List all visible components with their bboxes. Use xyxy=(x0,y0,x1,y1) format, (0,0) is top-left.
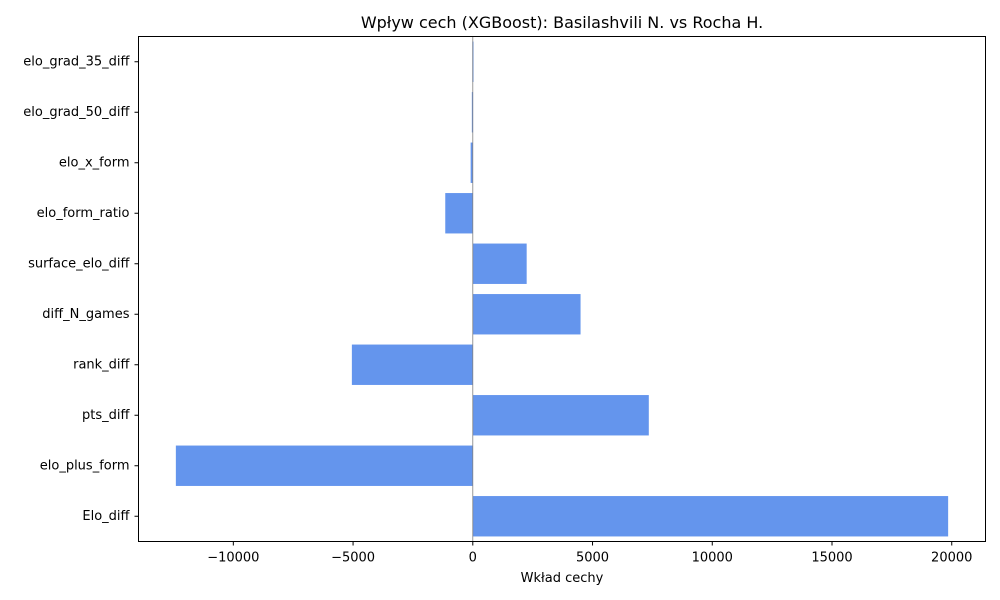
y-tick-label: rank_diff xyxy=(73,357,130,372)
bar-elo_form_ratio xyxy=(445,193,473,234)
bar-elo_plus_form xyxy=(175,445,473,486)
y-tick-label: elo_grad_50_diff xyxy=(23,105,130,120)
y-tick-label: elo_grad_35_diff xyxy=(23,54,130,69)
x-tick-label: 5000 xyxy=(576,551,609,566)
y-axis: Elo_diff elo_plus_form pts_diff rank_diff di… xyxy=(23,54,139,524)
bar-elo_x_form xyxy=(470,142,473,183)
x-tick-label: −5000 xyxy=(331,551,375,566)
bars-group xyxy=(175,41,949,537)
y-tick-label: elo_form_ratio xyxy=(37,206,130,221)
y-tick-label: elo_plus_form xyxy=(40,458,130,473)
x-tick-label: −10000 xyxy=(207,551,259,566)
x-tick-label: 20000 xyxy=(931,551,972,566)
y-tick-label: surface_elo_diff xyxy=(28,256,130,271)
plot-frame xyxy=(138,36,986,542)
y-tick-label: Elo_diff xyxy=(82,509,130,524)
x-tick-label: 0 xyxy=(469,551,477,566)
x-axis: −10000 −5000 0 5000 10000 15000 20000 xyxy=(207,541,972,566)
bar-pts_diff xyxy=(472,395,649,436)
bar-Elo_diff xyxy=(472,496,949,537)
x-tick-label: 15000 xyxy=(811,551,852,566)
bar-rank_diff xyxy=(351,344,473,385)
chart-title: Wpływ cech (XGBoost): Basilashvili N. vs… xyxy=(361,13,763,32)
bar-surface_elo_diff xyxy=(472,243,527,284)
bar-diff_N_games xyxy=(472,294,581,335)
x-axis-label: Wkład cechy xyxy=(521,571,604,586)
y-tick-label: pts_diff xyxy=(82,408,130,423)
y-tick-label: diff_N_games xyxy=(42,307,129,322)
y-tick-label: elo_x_form xyxy=(59,155,130,170)
x-tick-label: 10000 xyxy=(692,551,733,566)
